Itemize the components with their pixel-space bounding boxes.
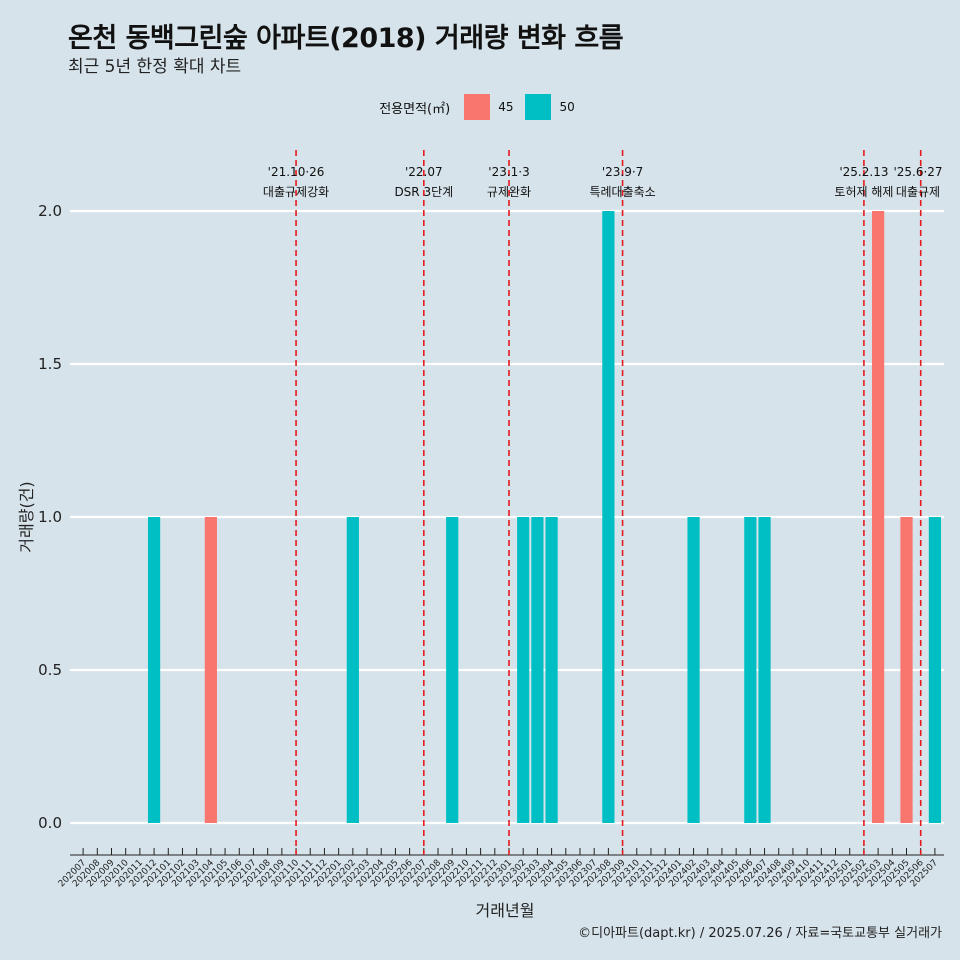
- y-tick-label: 1.0: [38, 508, 62, 526]
- event-date-202309: '23.9·7: [602, 165, 643, 179]
- event-label-202502: 토허제 해제: [834, 185, 893, 199]
- event-date-202110: '21.10·26: [268, 165, 325, 179]
- legend-title: 전용면적(㎡): [379, 101, 451, 117]
- bar-50-202407: [758, 517, 771, 823]
- y-tick-label: 2.0: [38, 202, 62, 220]
- source-caption: ©디아파트(dapt.kr) / 2025.07.26 / 자료=국토교통부 실…: [578, 926, 942, 941]
- bar-50-202308: [602, 211, 615, 823]
- legend-label-45: 45: [498, 100, 514, 114]
- event-label-202309: 특례대출축소: [589, 185, 655, 199]
- bar-50-202303: [531, 517, 544, 823]
- event-date-202301: '23.1·3: [488, 165, 529, 179]
- event-label-202110: 대출규제강화: [263, 185, 329, 199]
- legend-key-45: [464, 94, 491, 120]
- bar-50-202302: [517, 517, 530, 823]
- legend: 전용면적(㎡) 45 50: [0, 92, 960, 122]
- x-axis-label: 거래년월: [475, 901, 535, 920]
- y-tick-label: 0.5: [38, 661, 62, 679]
- bar-45-202104: [204, 517, 217, 823]
- bar-50-202012: [147, 517, 161, 823]
- legend-key-50: [525, 94, 552, 120]
- bar-50-202406: [744, 517, 757, 823]
- event-date-202506: '25.6·27: [893, 165, 942, 179]
- bar-50-202507: [928, 517, 942, 823]
- bar-45-202505: [900, 517, 913, 823]
- y-axis-label: 거래량(건): [17, 481, 36, 552]
- event-date-202207: '22.07: [405, 165, 443, 179]
- event-label-202506: 대출규제: [896, 185, 940, 199]
- event-label-202301: 규제완화: [487, 185, 531, 199]
- bar-50-202209: [446, 517, 459, 823]
- bar-45-202503: [872, 211, 885, 823]
- legend-label-50: 50: [559, 100, 575, 114]
- bar-50-202202: [346, 517, 359, 823]
- y-tick-label: 1.5: [38, 355, 62, 373]
- event-label-202207: DSR 3단계: [394, 185, 453, 199]
- bar-50-202402: [687, 517, 700, 823]
- chart-subtitle: 최근 5년 한정 확대 차트: [68, 57, 242, 77]
- bar-50-202304: [545, 517, 558, 823]
- y-tick-label: 0.0: [38, 814, 62, 832]
- chart-title: 온천 동백그린숲 아파트(2018) 거래량 변화 흐름: [68, 23, 624, 54]
- event-date-202502: '25.2.13: [839, 165, 888, 179]
